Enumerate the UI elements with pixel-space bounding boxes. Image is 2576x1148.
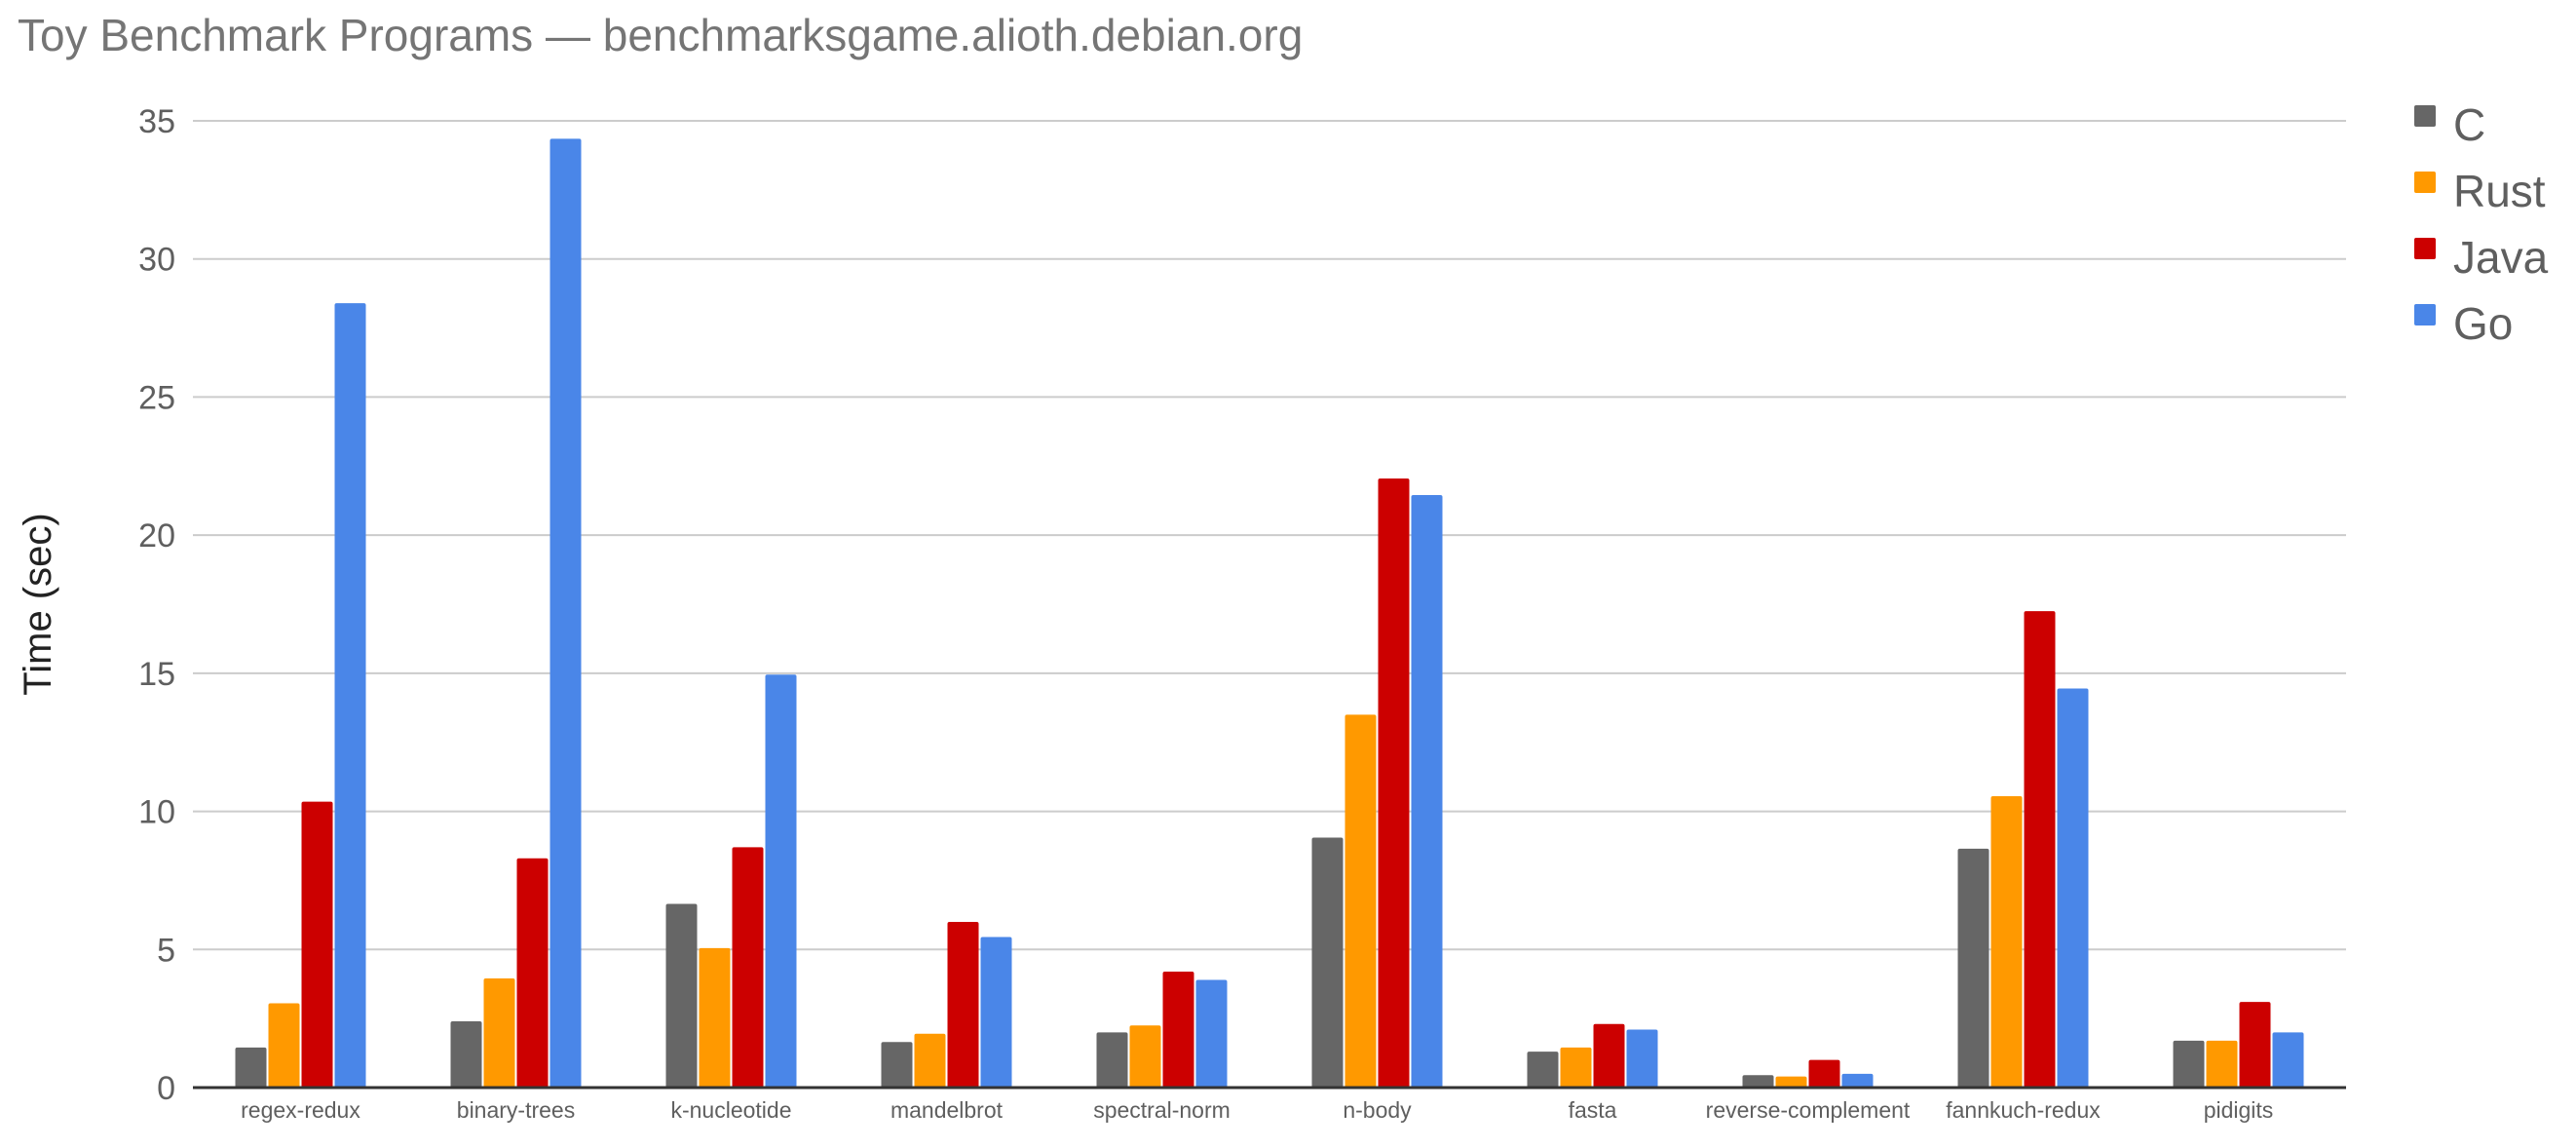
- legend-swatch-java: [2414, 238, 2436, 259]
- bar-fannkuch-redux-rust: [1990, 795, 2023, 1088]
- bar-regex-redux-rust: [268, 1003, 300, 1088]
- bar-k-nucleotide-c: [665, 903, 698, 1088]
- chart-title: Toy Benchmark Programs — benchmarksgame.…: [18, 10, 1303, 60]
- bar-mandelbrot-go: [980, 937, 1012, 1088]
- y-tick-label: 10: [138, 794, 175, 831]
- bar-fannkuch-redux-java: [2024, 611, 2056, 1088]
- x-tick-label: mandelbrot: [890, 1097, 1004, 1123]
- legend-label-rust: Rust: [2453, 166, 2546, 216]
- legend-swatch-go: [2414, 304, 2436, 325]
- bar-fasta-java: [1593, 1023, 1625, 1088]
- x-axis-ticks: regex-redux binary-trees k-nucleotide mande…: [241, 1097, 2273, 1123]
- x-tick-label: binary-trees: [457, 1097, 575, 1123]
- x-tick-label: spectral-norm: [1093, 1097, 1231, 1123]
- bars: [235, 138, 2304, 1088]
- bar-k-nucleotide-go: [765, 674, 797, 1088]
- y-axis-ticks: 0 5 10 15 20 25 30 35: [138, 103, 175, 1107]
- bar-k-nucleotide-java: [732, 847, 764, 1088]
- bar-fasta-rust: [1560, 1047, 1592, 1088]
- bar-binary-trees-rust: [483, 978, 515, 1088]
- x-tick-label: fannkuch-redux: [1946, 1097, 2101, 1123]
- y-tick-label: 0: [157, 1070, 175, 1107]
- y-tick-label: 20: [138, 517, 175, 555]
- x-tick-label: reverse-complement: [1706, 1097, 1911, 1123]
- bar-regex-redux-go: [334, 303, 366, 1088]
- bar-n-body-go: [1411, 495, 1443, 1088]
- bar-pidigits-go: [2272, 1032, 2304, 1088]
- bar-pidigits-c: [2173, 1040, 2205, 1088]
- legend-label-java: Java: [2453, 232, 2549, 283]
- y-tick-label: 30: [138, 242, 175, 279]
- bar-mandelbrot-c: [881, 1042, 913, 1088]
- bar-regex-redux-java: [301, 801, 333, 1088]
- bar-pidigits-rust: [2206, 1040, 2238, 1088]
- x-tick-label: n-body: [1343, 1097, 1412, 1123]
- bar-reverse-complement-java: [1808, 1059, 1840, 1088]
- x-tick-label: fasta: [1569, 1097, 1617, 1123]
- bar-reverse-complement-c: [1742, 1075, 1774, 1088]
- legend: C Rust Java Go: [2414, 99, 2549, 349]
- bar-pidigits-java: [2239, 1002, 2271, 1088]
- bar-reverse-complement-go: [1841, 1073, 1874, 1088]
- bar-spectral-norm-java: [1162, 971, 1194, 1088]
- x-tick-label: regex-redux: [241, 1097, 360, 1123]
- bar-fannkuch-redux-go: [2057, 688, 2089, 1088]
- bar-reverse-complement-rust: [1775, 1076, 1807, 1088]
- bar-spectral-norm-go: [1195, 979, 1228, 1088]
- bar-fasta-go: [1626, 1029, 1658, 1088]
- bar-binary-trees-go: [549, 138, 582, 1088]
- y-tick-label: 5: [157, 932, 175, 969]
- bar-spectral-norm-rust: [1129, 1025, 1161, 1088]
- bar-spectral-norm-c: [1096, 1032, 1128, 1088]
- y-tick-label: 25: [138, 379, 175, 416]
- y-tick-label: 35: [138, 103, 175, 140]
- bar-mandelbrot-java: [947, 921, 979, 1088]
- bar-n-body-java: [1378, 478, 1410, 1088]
- bar-k-nucleotide-rust: [699, 947, 731, 1088]
- bar-binary-trees-c: [450, 1020, 482, 1088]
- bar-regex-redux-c: [235, 1047, 267, 1088]
- bar-n-body-rust: [1345, 714, 1377, 1088]
- bar-n-body-c: [1311, 837, 1344, 1088]
- legend-label-go: Go: [2453, 298, 2513, 349]
- legend-swatch-c: [2414, 105, 2436, 127]
- x-tick-label: pidigits: [2204, 1097, 2274, 1123]
- legend-label-c: C: [2453, 99, 2485, 150]
- y-axis-label: Time (sec): [17, 513, 59, 695]
- gridlines: [193, 120, 2346, 951]
- y-tick-label: 15: [138, 656, 175, 693]
- bar-mandelbrot-rust: [914, 1033, 946, 1088]
- bar-fannkuch-redux-c: [1957, 848, 1989, 1088]
- x-tick-label: k-nucleotide: [670, 1097, 791, 1123]
- legend-swatch-rust: [2414, 172, 2436, 193]
- bar-binary-trees-java: [516, 858, 549, 1088]
- bar-fasta-c: [1527, 1052, 1559, 1088]
